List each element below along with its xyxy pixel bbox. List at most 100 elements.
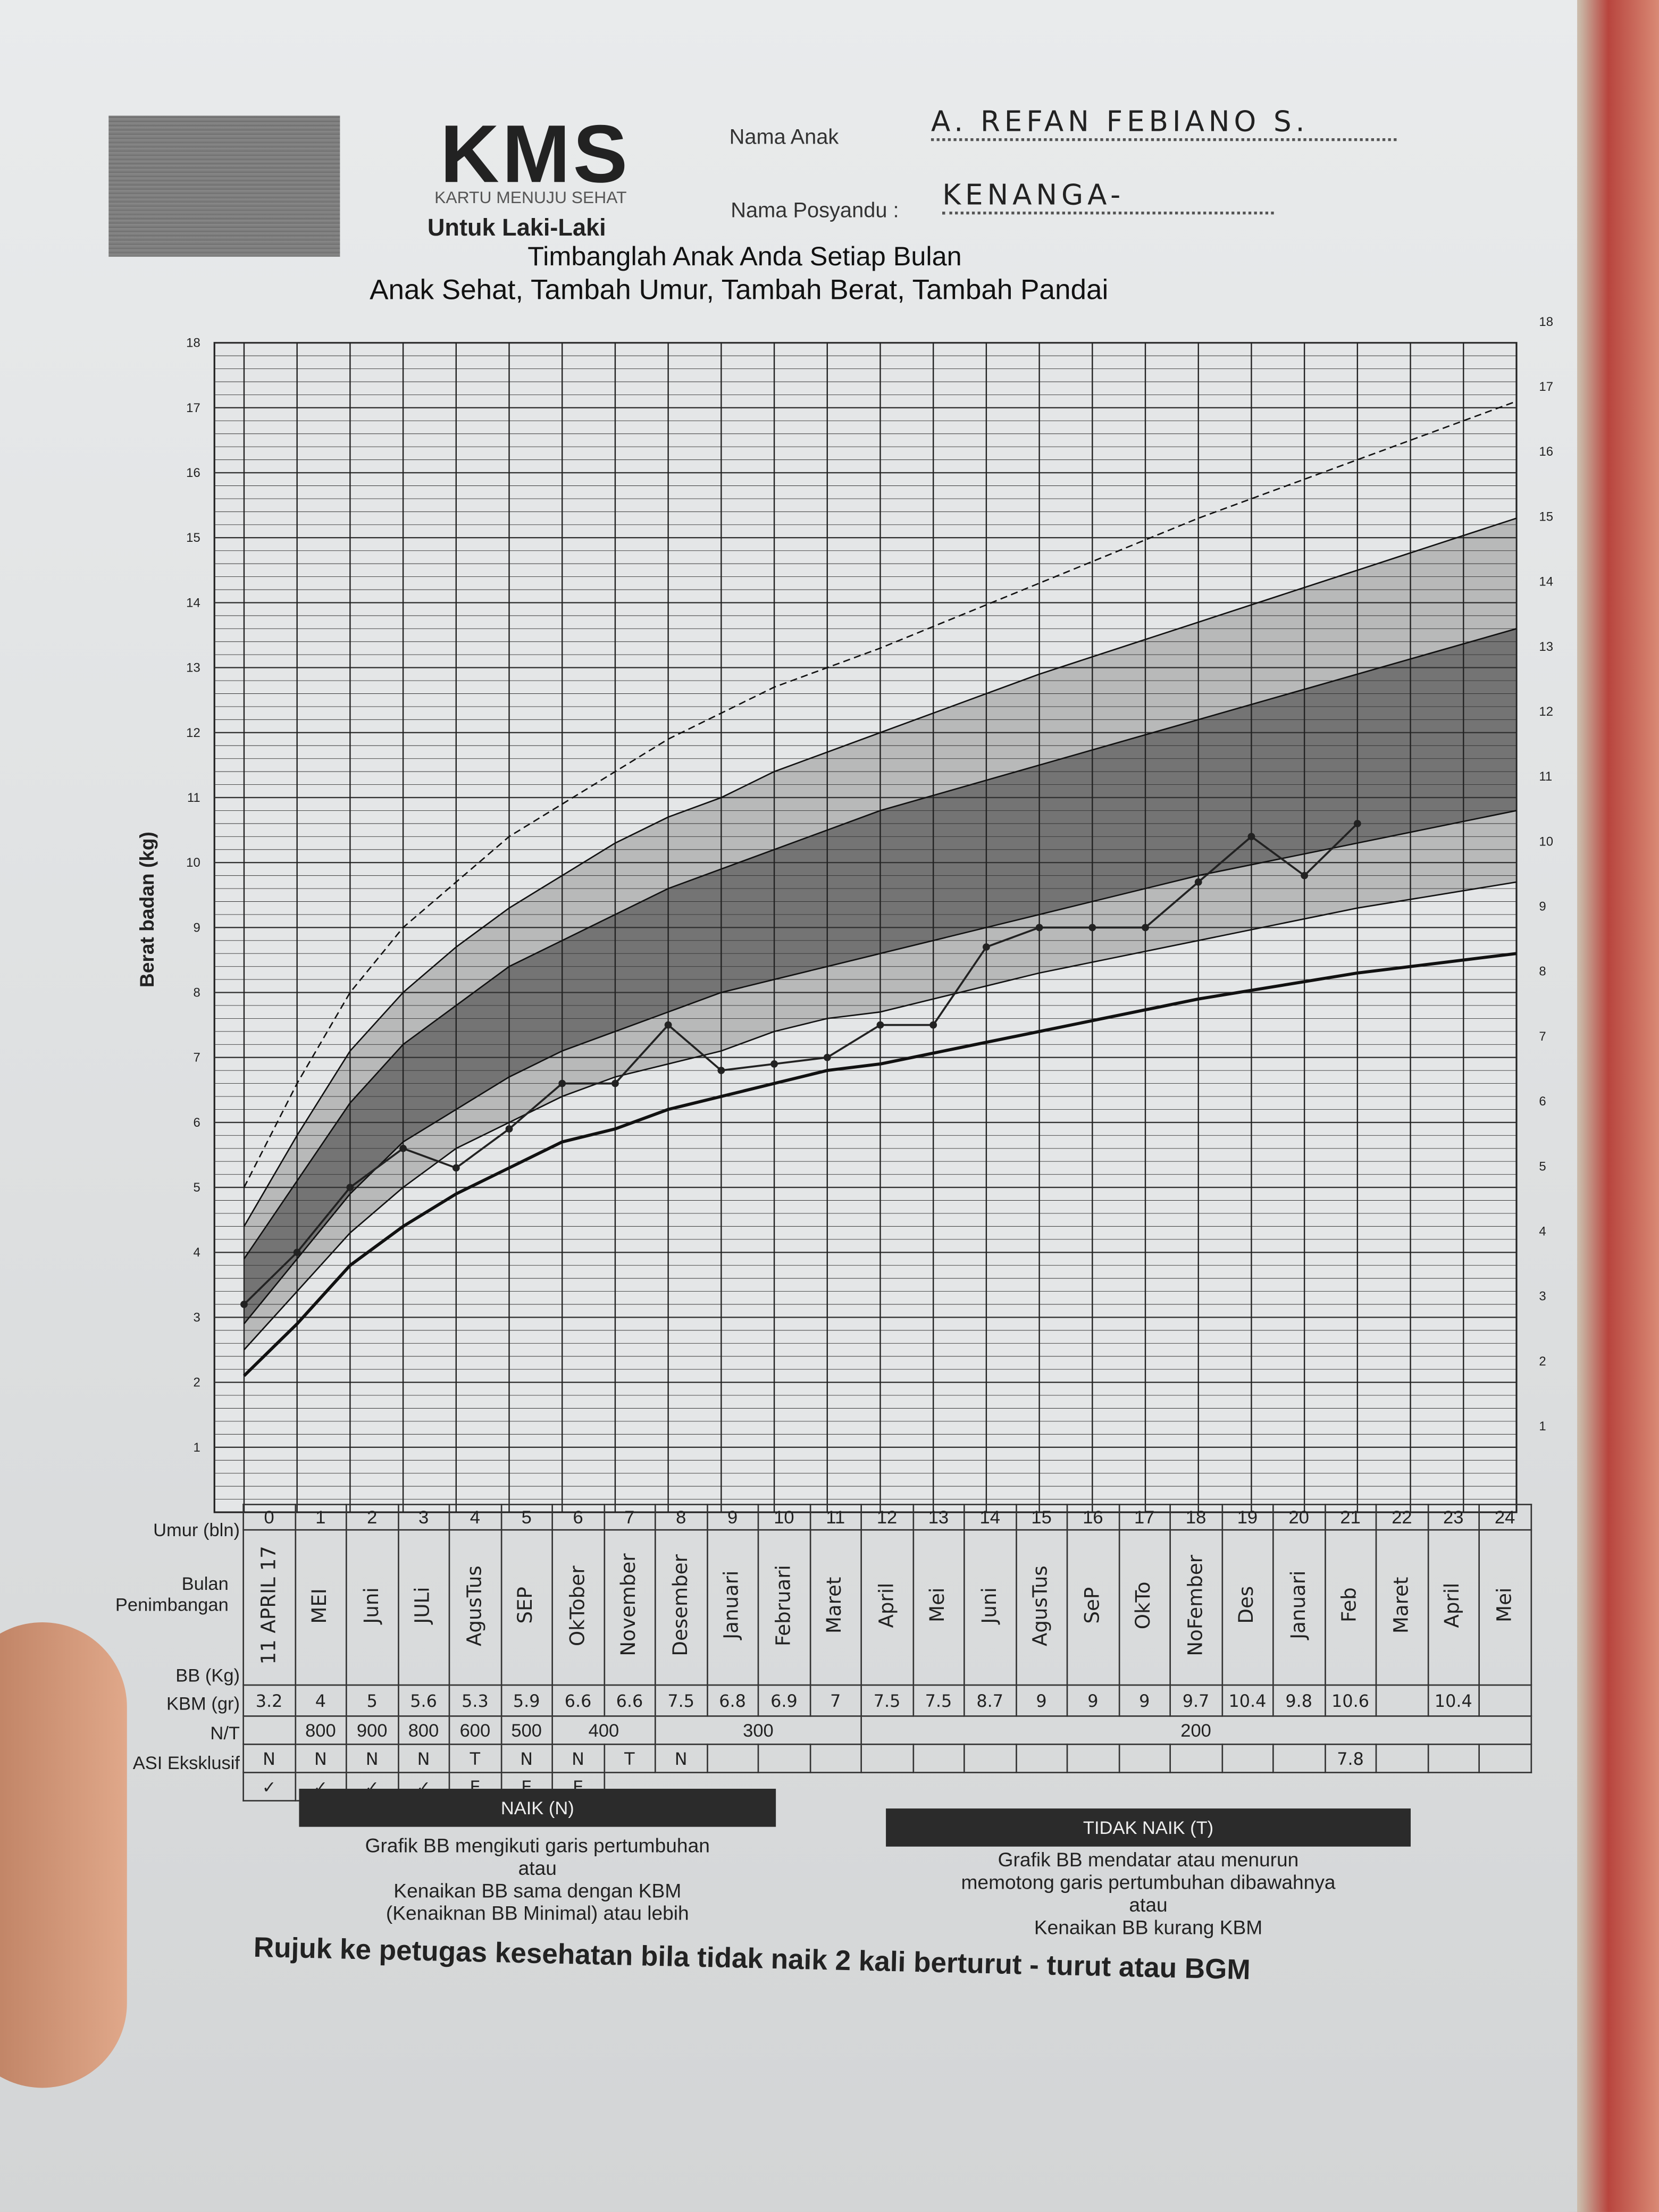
weight-cell-text: 6.6 [564, 1691, 592, 1712]
age-cell-text: 3 [418, 1506, 429, 1528]
child-name-value: A. REFAN FEBIANO S. [931, 104, 1397, 141]
nt-cell-text: N [572, 1749, 584, 1769]
y-tick-label-right: 14 [1539, 575, 1553, 589]
weight-row: 3.2 4 5 5.6 5.3 5.9 6.6 6.6 7.5 6.8 6.9 7 7.5 7.5 8.7 9… [242, 1684, 1531, 1717]
month-cell: April [1427, 1529, 1480, 1686]
y-tick-label-left: 1 [193, 1440, 200, 1455]
age-cell-text: 4 [470, 1506, 480, 1528]
y-tick-label-right: 3 [1539, 1289, 1546, 1304]
weight-cell-text: 10.4 [1434, 1691, 1472, 1712]
month-cell: Juni [963, 1529, 1017, 1686]
weight-point [1194, 878, 1202, 886]
kms-card: KMS KARTU MENUJU SEHAT Untuk Laki-Laki N… [0, 0, 1578, 2212]
nt-cell-text: N [674, 1749, 688, 1769]
y-tick-label-right: 1 [1539, 1419, 1546, 1434]
nt-cell: N [294, 1744, 347, 1773]
y-tick-label-right: 4 [1539, 1224, 1546, 1238]
month-cell-text: Januari [1287, 1571, 1310, 1640]
y-tick-label-right: 2 [1539, 1354, 1546, 1369]
weight-cell-text: 6.8 [719, 1691, 746, 1712]
nt-cell [1221, 1744, 1274, 1773]
thumb [0, 1622, 127, 2088]
age-cell-text: 9 [727, 1506, 738, 1528]
asi-cell-text: ✓ [262, 1777, 276, 1797]
weight-cell: 9.7 [1169, 1684, 1222, 1717]
kbm-cell [242, 1715, 296, 1745]
month-cell: Feb [1323, 1529, 1377, 1686]
month-cell: Januari [706, 1529, 759, 1686]
y-tick-label-left: 2 [193, 1376, 200, 1390]
age-row: 0 1 2 3 4 5 6 7 8 9 10 11 12 13 14 15 16 17 18 19 20 21 22 23 24 [242, 1504, 1531, 1531]
y-tick-label-left: 8 [193, 985, 200, 1000]
weight-cell-text: 7.5 [667, 1691, 695, 1712]
weight-cell: 9.8 [1272, 1684, 1326, 1717]
age-cell-text: 1 [315, 1506, 326, 1528]
month-cell-text: Desember [669, 1554, 692, 1656]
month-cell: Januari [1272, 1529, 1326, 1686]
nt-cell: T [448, 1744, 502, 1773]
weight-row-label: BB (Kg) [175, 1664, 240, 1686]
age-cell-text: 16 [1083, 1506, 1103, 1528]
month-cell: AgusTus [1015, 1529, 1068, 1686]
y-tick-label-right: 11 [1539, 769, 1552, 784]
month-cell: OkTo [1118, 1529, 1171, 1686]
nt-cell: 7.8 [1323, 1744, 1377, 1773]
nt-cell [912, 1744, 965, 1773]
month-cell: Februari [757, 1529, 811, 1686]
y-tick-label-left: 6 [193, 1116, 200, 1130]
weight-point [293, 1249, 301, 1256]
weight-cell: 7.5 [860, 1684, 914, 1717]
age-cell: 16 [1066, 1504, 1120, 1531]
weight-cell-text: 5.3 [462, 1691, 489, 1712]
month-cell-text: Des [1236, 1586, 1259, 1624]
weight-cell: 10.6 [1323, 1684, 1377, 1717]
legend-line: Kenaikan BB sama dengan KBM [393, 1879, 682, 1902]
weight-cell-text: 10.6 [1331, 1691, 1370, 1712]
y-tick-label-right: 13 [1539, 640, 1553, 654]
weight-cell: 3.2 [242, 1684, 296, 1717]
kbm-cell-text: 800 [408, 1720, 439, 1741]
kbm-row: 800 900 800 600 500 400 300 200 [242, 1715, 1531, 1745]
nt-cell: T [603, 1744, 656, 1773]
age-cell: 14 [963, 1504, 1017, 1531]
age-cell-text: 6 [573, 1506, 583, 1528]
y-tick-label-right: 5 [1539, 1159, 1546, 1174]
weight-point [1088, 924, 1096, 932]
reference-curve [242, 952, 1517, 1377]
age-cell-text: 10 [774, 1506, 794, 1528]
age-cell-text: 14 [979, 1506, 1000, 1528]
weight-cell: 10.4 [1427, 1684, 1480, 1717]
y-tick-label-right: 17 [1539, 380, 1553, 394]
kbm-cell: 800 [397, 1715, 450, 1745]
age-cell-text: 0 [264, 1506, 274, 1528]
month-row-label: Bulan Penimbangan [115, 1573, 229, 1615]
asi-row-label: ASI Eksklusif [132, 1752, 240, 1773]
age-cell-text: 20 [1288, 1506, 1309, 1528]
weight-point [452, 1164, 460, 1172]
kbm-cell-text: 300 [743, 1720, 774, 1741]
y-tick-label-right: 12 [1539, 705, 1553, 719]
weight-cell: 9 [1118, 1684, 1171, 1717]
y-tick-label-left: 12 [186, 726, 200, 740]
weight-cell-text: 6.6 [616, 1691, 643, 1712]
month-cell-text: Juni [978, 1587, 1001, 1624]
month-cell-text: MEI [309, 1587, 332, 1623]
y-tick-label-left: 13 [186, 661, 200, 675]
age-cell: 21 [1323, 1504, 1377, 1531]
month-cell-text: Januari [721, 1571, 744, 1640]
month-cell-text: NoFember [1184, 1554, 1208, 1656]
legend-line: atau [1129, 1893, 1168, 1916]
weight-cell-text: 6.9 [770, 1691, 798, 1712]
nt-cell: N [655, 1744, 708, 1773]
month-cell: Desember [655, 1529, 708, 1686]
reference-curve [243, 400, 1517, 1188]
weight-cell [1375, 1684, 1429, 1717]
weight-cell: 8.7 [963, 1684, 1017, 1717]
weight-point [240, 1301, 248, 1308]
nt-cell [809, 1744, 862, 1773]
weight-cell: 7.5 [655, 1684, 708, 1717]
month-cell-text: Feb [1339, 1588, 1362, 1623]
tidak-naik-heading: TIDAK NAIK (T) [886, 1808, 1411, 1847]
month-cell: Des [1221, 1529, 1274, 1686]
